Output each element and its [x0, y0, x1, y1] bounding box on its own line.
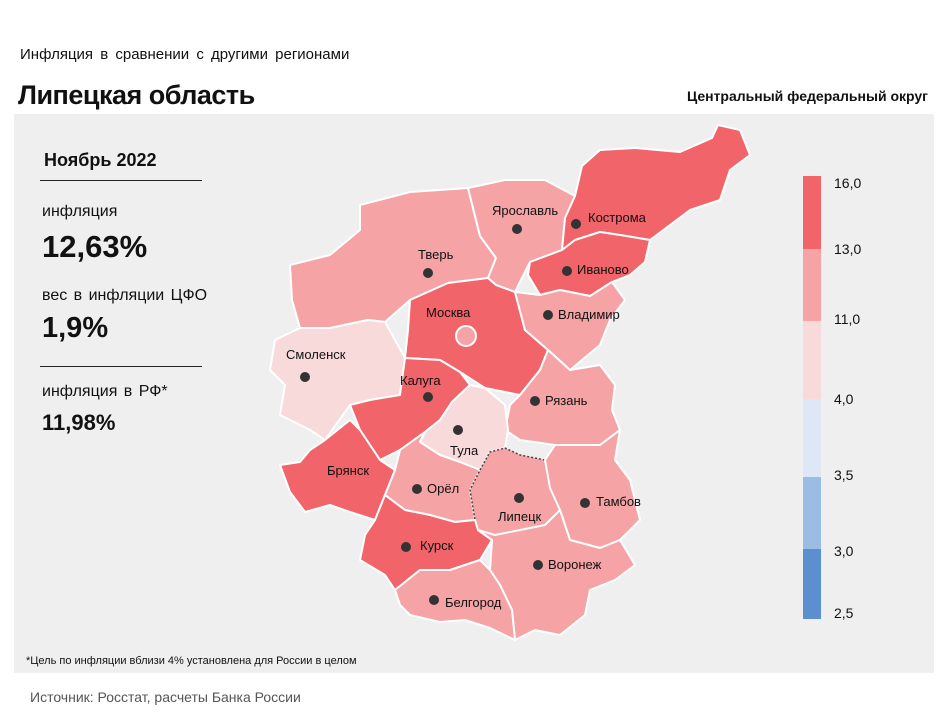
city-dot-icon: [514, 493, 524, 503]
city-dot-icon: [412, 484, 422, 494]
page-title: Липецкая область: [18, 80, 255, 110]
region-label: Брянск: [327, 463, 369, 478]
city-dot-icon: [300, 372, 310, 382]
city-dot-icon: [423, 392, 433, 402]
legend-tick: 3,5: [834, 467, 854, 483]
city-dot-icon: [530, 396, 540, 406]
legend-tick: 3,0: [834, 543, 854, 559]
legend-swatch: [803, 549, 821, 619]
region-belgorod[interactable]: [394, 559, 516, 641]
region-ivanovo[interactable]: [527, 231, 651, 297]
inflation-value: 12,63%: [42, 229, 148, 264]
legend-swatch: [803, 477, 821, 549]
region-label: Курск: [420, 538, 454, 553]
weight-value: 1,9%: [42, 312, 109, 344]
rf-inflation-value: 11,98%: [42, 410, 116, 435]
region-label: Тамбов: [596, 494, 641, 509]
city-dot-icon: [571, 219, 581, 229]
subtitle: Инфляция в сравнении с другими регионами: [20, 46, 350, 63]
divider: [40, 366, 202, 367]
footnote: *Цель по инфляции вблизи 4% установлена …: [26, 655, 357, 667]
district-label: Центральный федеральный округ: [686, 88, 928, 104]
color-scale-legend: [803, 176, 821, 619]
region-label: Липецк: [498, 509, 542, 524]
city-dot-icon: [429, 595, 439, 605]
region-label: Москва: [426, 305, 471, 320]
legend-swatch: [803, 176, 821, 249]
region-label: Иваново: [577, 262, 629, 277]
city-dot-icon: [512, 224, 522, 234]
region-label: Кострома: [588, 210, 647, 225]
region-label: Смоленск: [286, 347, 346, 362]
city-dot-icon: [580, 498, 590, 508]
rf-inflation-label: инфляция в РФ*: [42, 383, 168, 400]
moscow-marker-icon: [455, 325, 477, 347]
region-label: Орёл: [427, 481, 459, 496]
region-label: Тверь: [418, 247, 454, 262]
legend-swatch: [803, 399, 821, 477]
legend-tick: 16,0: [834, 175, 862, 191]
city-dot-icon: [423, 268, 433, 278]
region-label: Калуга: [400, 373, 441, 388]
region-label: Воронеж: [548, 557, 602, 572]
legend-tick: 13,0: [834, 241, 862, 257]
region-label: Белгород: [445, 595, 502, 610]
city-dot-icon: [562, 266, 572, 276]
region-label: Тула: [450, 443, 479, 458]
legend-swatch: [803, 249, 821, 321]
city-dot-icon: [533, 560, 543, 570]
inflation-label: инфляция: [42, 203, 118, 220]
city-dot-icon: [401, 542, 411, 552]
city-dot-icon: [453, 425, 463, 435]
legend-tick: 4,0: [834, 391, 854, 407]
legend-tick: 2,5: [834, 605, 854, 621]
source-note: Источник: Росстат, расчеты Банка России: [30, 689, 301, 705]
legend-tick: 11,0: [834, 311, 861, 327]
city-dot-icon: [543, 310, 553, 320]
period-label: Ноябрь 2022: [44, 150, 157, 170]
region-label: Ярославль: [492, 203, 558, 218]
region-bryansk[interactable]: [279, 419, 396, 521]
region-label: Рязань: [545, 393, 588, 408]
legend-swatch: [803, 321, 821, 399]
region-label: Владимир: [558, 307, 620, 322]
region-kostroma[interactable]: [561, 124, 751, 251]
divider: [40, 180, 202, 181]
weight-label: вес в инфляции ЦФО: [42, 287, 208, 304]
region-vladimir[interactable]: [514, 281, 626, 371]
